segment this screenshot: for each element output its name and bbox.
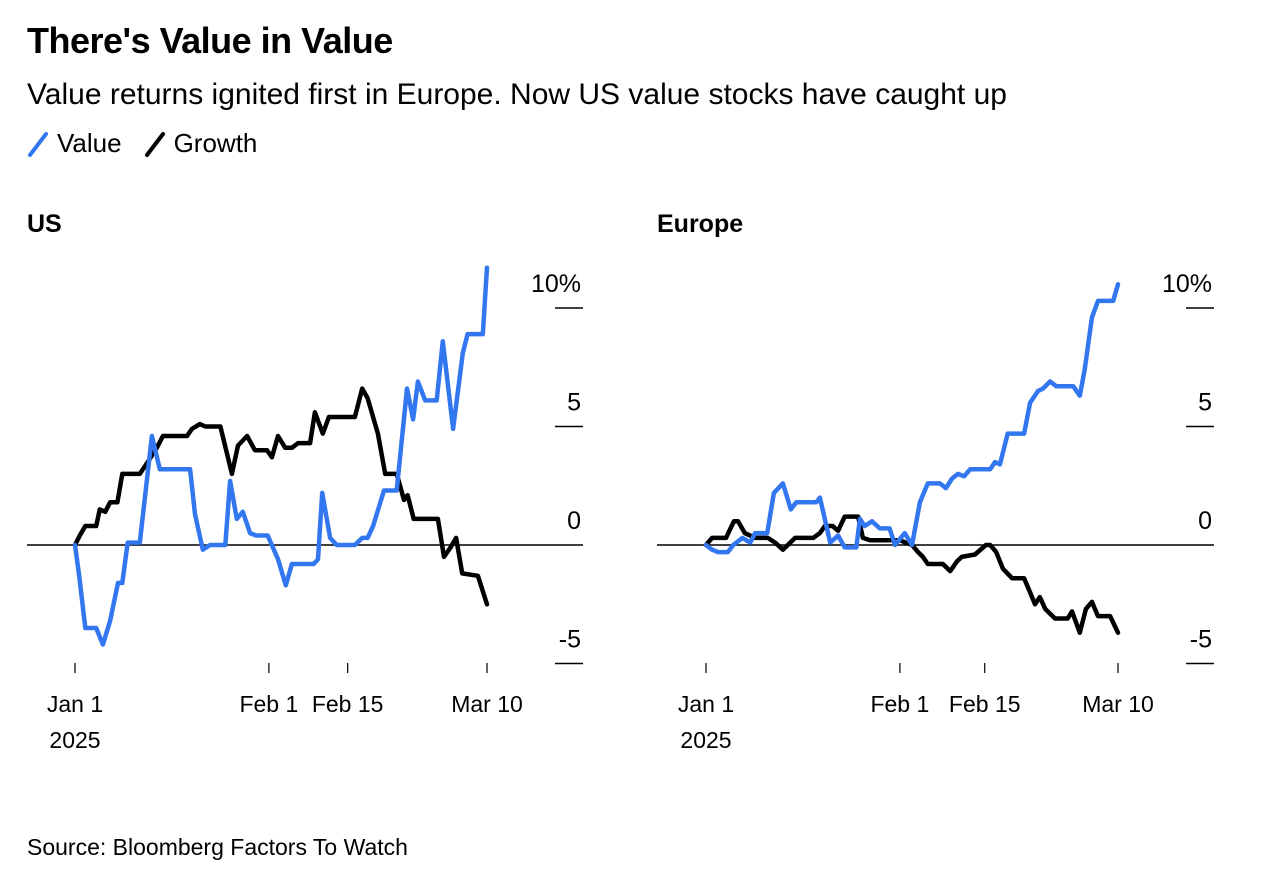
source-note: Source: Bloomberg Factors To Watch: [27, 834, 408, 860]
x-tick-label: Mar 10: [451, 691, 523, 717]
series-line-growth: [703, 514, 1121, 635]
legend-item-growth: Growth: [144, 128, 258, 159]
y-tick-label: 5: [1198, 389, 1212, 417]
legend-label-growth: Growth: [173, 128, 258, 158]
series-line-value: [72, 265, 490, 647]
series-line-growth: [72, 386, 490, 607]
legend-label-value: Value: [57, 128, 122, 158]
chart-panel-europe: 10% 5 0 -5 Jan 1 2025 Feb 1 Feb 15 Mar 10: [657, 270, 1214, 753]
legend: Value Growth: [27, 128, 269, 159]
chart-title: There's Value in Value: [27, 20, 393, 61]
x-tick-label: Jan 1: [678, 691, 734, 717]
y-tick-label: 0: [567, 507, 581, 535]
y-tick-label: -5: [1190, 626, 1212, 654]
legend-swatch-growth-icon: [144, 131, 165, 157]
y-tick-label: 10%: [531, 270, 581, 298]
x-tick-label: 2025: [49, 727, 100, 753]
x-tick-label: Feb 1: [239, 691, 298, 717]
y-tick-label: 0: [1198, 507, 1212, 535]
chart-subtitle: Value returns ignited first in Europe. N…: [27, 78, 1007, 111]
x-tick-label: Mar 10: [1082, 691, 1154, 717]
x-tick-label: Jan 1: [47, 691, 103, 717]
y-tick-label: 5: [567, 389, 581, 417]
y-tick-label: -5: [559, 626, 581, 654]
x-tick-label: Feb 1: [870, 691, 929, 717]
legend-swatch-value-icon: [28, 131, 48, 157]
panel-title-us: US: [27, 210, 62, 238]
x-tick-label: Feb 15: [949, 691, 1021, 717]
x-tick-label: Feb 15: [312, 691, 384, 717]
y-tick-label: 10%: [1162, 270, 1212, 298]
chart-panel-us: 10% 5 0 -5 Jan 1 2025 Feb 1 Feb 15 Mar 10: [27, 265, 583, 753]
legend-item-value: Value: [27, 128, 122, 159]
panel-title-europe: Europe: [657, 210, 744, 238]
x-tick-label: 2025: [680, 727, 731, 753]
series-line-value: [703, 282, 1121, 555]
